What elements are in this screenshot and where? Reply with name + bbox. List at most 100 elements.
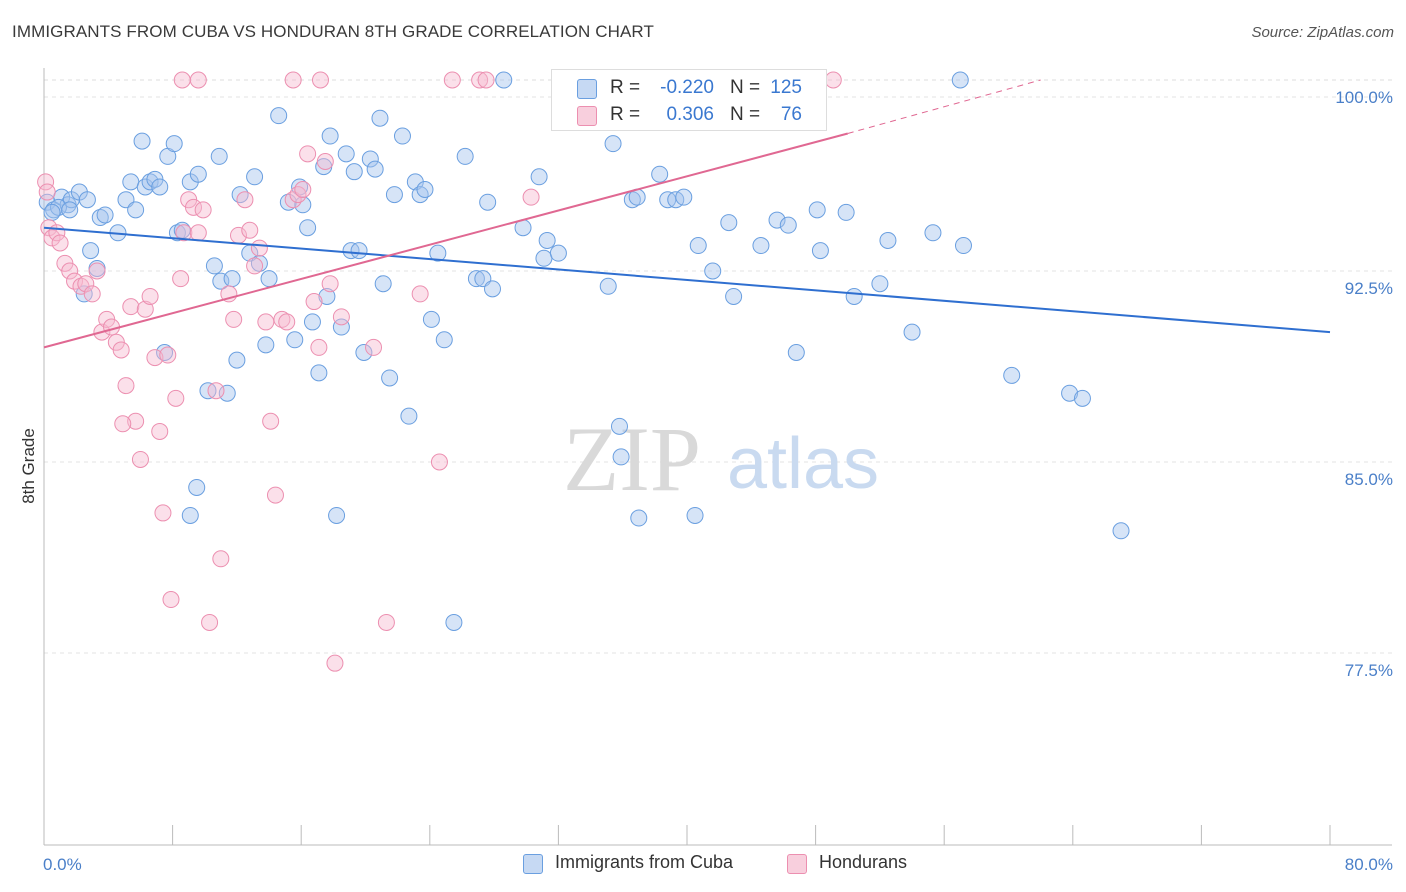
legend-row-hondurans: R = 0.306 N = 76 — [552, 102, 826, 128]
cuba-point — [530, 168, 548, 186]
cuba-point — [483, 280, 501, 298]
cuba-point — [808, 201, 826, 219]
cuba-point — [361, 150, 379, 168]
cuba-point — [385, 186, 403, 204]
cuba-point — [811, 242, 829, 260]
cuba-point — [689, 237, 707, 255]
cuba-point — [371, 109, 389, 127]
hondurans-point — [365, 338, 383, 356]
cuba-point — [1073, 389, 1091, 407]
hondurans-point — [824, 71, 842, 89]
hondurans-point — [184, 198, 202, 216]
cuba-point — [1003, 366, 1021, 384]
legend-r-value: 0.306 — [666, 104, 714, 125]
cuba-point — [210, 147, 228, 165]
hondurans-point — [299, 145, 317, 163]
cuba-point — [228, 351, 246, 369]
cuba-point — [91, 209, 109, 227]
cuba-point — [467, 270, 485, 288]
hondurans-point — [88, 262, 106, 280]
hondurans-point — [212, 550, 230, 568]
hondurans-point — [411, 285, 429, 303]
cuba-point — [768, 211, 786, 229]
hondurans-point — [136, 300, 154, 318]
cuba-point — [337, 145, 355, 163]
hondurans-point — [289, 186, 307, 204]
hondurans-point — [241, 221, 259, 239]
hondurans-point — [159, 346, 177, 364]
cuba-point — [1112, 522, 1130, 540]
source-label: Source: ZipAtlas.com — [1251, 24, 1394, 41]
hondurans-point — [77, 275, 95, 293]
cuba-point — [610, 417, 628, 435]
correlation-legend: R = -0.220 N = 125 R = 0.306 N = 76 — [551, 69, 827, 131]
legend-r-label: R = — [610, 104, 641, 125]
cuba-point — [704, 262, 722, 280]
hondurans-point — [284, 71, 302, 89]
hondurans-point — [377, 613, 395, 631]
hondurans-point — [127, 412, 145, 430]
y-tick-label: 92.5% — [1345, 279, 1393, 298]
cuba-point — [535, 249, 553, 267]
cuba-point — [332, 318, 350, 336]
cuba-point — [445, 613, 463, 631]
hondurans-point — [273, 310, 291, 328]
hondurans-point — [117, 377, 135, 395]
y-tick-label: 77.5% — [1345, 661, 1393, 680]
cuba-point — [78, 191, 96, 209]
cuba-point — [630, 509, 648, 527]
legend-r-label: R = — [610, 77, 641, 98]
cuba-point — [250, 254, 268, 272]
hondurans-point — [310, 338, 328, 356]
cuba-point — [231, 186, 249, 204]
cuba-point — [321, 127, 339, 145]
hondurans-point — [477, 71, 495, 89]
legend-n-label: N = — [730, 77, 761, 98]
axis-labels: 8th Grade 0.0% 80.0% 100.0% 92.5% 85.0% 77.… — [19, 88, 1393, 874]
hondurans-point — [471, 71, 489, 89]
cuba-point — [127, 201, 145, 219]
legend-row-cuba: R = -0.220 N = 125 — [552, 75, 826, 101]
legend-swatch-hondurans — [577, 106, 597, 126]
data-points — [37, 71, 1130, 672]
hondurans-point — [294, 181, 312, 199]
cuba-point — [954, 237, 972, 255]
series-legend-label: Hondurans — [819, 852, 908, 872]
hondurans-point — [266, 486, 284, 504]
cuba-point — [725, 287, 743, 305]
cuba-point — [479, 193, 497, 211]
cuba-point — [879, 231, 897, 249]
cuba-point — [165, 135, 183, 153]
hondurans-point — [321, 275, 339, 293]
cuba-point — [156, 343, 174, 361]
hondurans-point — [225, 310, 243, 328]
cuba-point — [286, 331, 304, 349]
hondurans-point — [194, 201, 212, 219]
cuba-point — [82, 242, 100, 260]
cuba-point — [411, 186, 429, 204]
cuba-point — [303, 313, 321, 331]
hondurans-point — [154, 504, 172, 522]
cuba-point — [538, 231, 556, 249]
hondurans-point — [61, 262, 79, 280]
legend-r-value: -0.220 — [660, 77, 714, 98]
watermark: ZIP atlas — [563, 408, 879, 510]
cuba-point — [374, 275, 392, 293]
hondurans-point — [146, 349, 164, 367]
series-legend-label: Immigrants from Cuba — [555, 852, 734, 872]
hondurans-point — [246, 257, 264, 275]
legend-n-value: 76 — [780, 104, 802, 125]
cuba-point — [604, 135, 622, 153]
gridlines — [44, 79, 1392, 654]
hondurans-point — [201, 613, 219, 631]
hondurans-point — [175, 224, 193, 242]
cuba-point — [951, 71, 969, 89]
cuba-point — [270, 107, 288, 125]
cuba-point — [188, 478, 206, 496]
hondurans-point — [167, 389, 185, 407]
hondurans-point — [250, 239, 268, 257]
cuba-point — [212, 272, 230, 290]
hondurans-point — [151, 422, 169, 440]
cuba-point — [837, 203, 855, 221]
